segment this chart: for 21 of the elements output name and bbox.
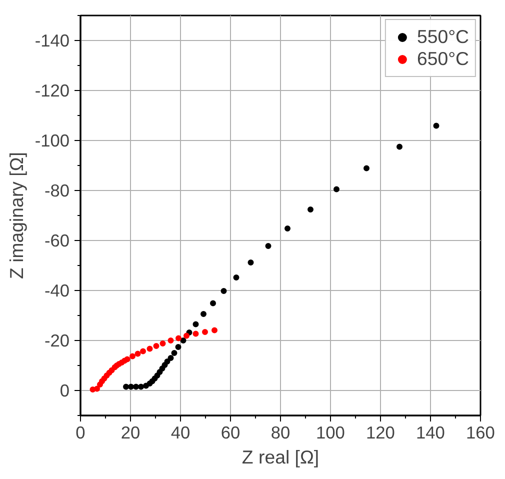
y-tick-label: -20	[44, 330, 70, 350]
y-tick-label: 0	[60, 380, 70, 400]
y-tick-label: -120	[34, 80, 70, 100]
legend-label: 550°C	[416, 26, 469, 48]
x-tick-label: 20	[120, 422, 140, 442]
x-tick-label: 140	[416, 422, 445, 442]
x-tick-label: 40	[170, 422, 190, 442]
x-tick-label: 100	[316, 422, 345, 442]
x-axis-title: Z real [Ω]	[242, 446, 320, 468]
x-tick-label: 80	[270, 422, 290, 442]
y-tick-label: -60	[44, 230, 70, 250]
x-tick-label: 60	[220, 422, 240, 442]
x-tick-label: 160	[466, 422, 495, 442]
y-tick-label: -140	[34, 30, 70, 50]
x-tick-label: 0	[76, 422, 86, 442]
x-tick-label: 120	[366, 422, 395, 442]
y-tick-label: -40	[44, 280, 70, 300]
y-axis-title: Z imaginary [Ω]	[6, 152, 27, 279]
legend-label: 650°C	[416, 48, 469, 70]
y-tick-label: -100	[34, 130, 70, 150]
y-tick-label: -80	[44, 180, 70, 200]
